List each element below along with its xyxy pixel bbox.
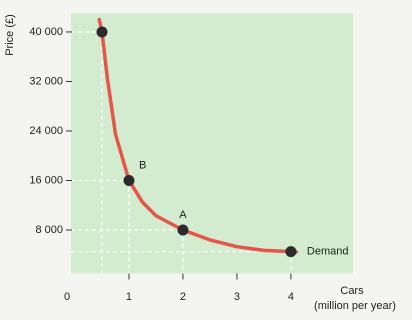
point-label: B (139, 159, 146, 171)
x-tick-label: 1 (126, 291, 132, 303)
x-tick-label: 4 (288, 291, 294, 303)
y-tick-label: 8 000 (35, 224, 63, 236)
x-axis-subtitle: (million per year) (314, 300, 396, 312)
data-point (123, 174, 135, 186)
x-tick-label: 3 (234, 291, 240, 303)
x-axis-title: Cars (340, 285, 364, 297)
y-tick-label: 32 000 (29, 75, 63, 87)
data-point (285, 246, 297, 258)
x-tick-label: 2 (180, 291, 186, 303)
guide-line (71, 179, 130, 274)
point-label: A (179, 209, 187, 221)
plot-area (71, 13, 353, 274)
guide-line (71, 229, 184, 274)
point-label: Demand (307, 246, 349, 258)
data-point (96, 26, 108, 38)
guide-line (71, 31, 103, 274)
demand-curve (97, 17, 299, 254)
y-axis-title: Price (£) (4, 14, 16, 56)
y-tick-label: 16 000 (29, 174, 63, 186)
y-tick-label: 40 000 (29, 26, 63, 38)
y-tick-label: 24 000 (29, 125, 63, 137)
data-point (177, 224, 189, 236)
x-tick-label: 0 (64, 291, 70, 303)
